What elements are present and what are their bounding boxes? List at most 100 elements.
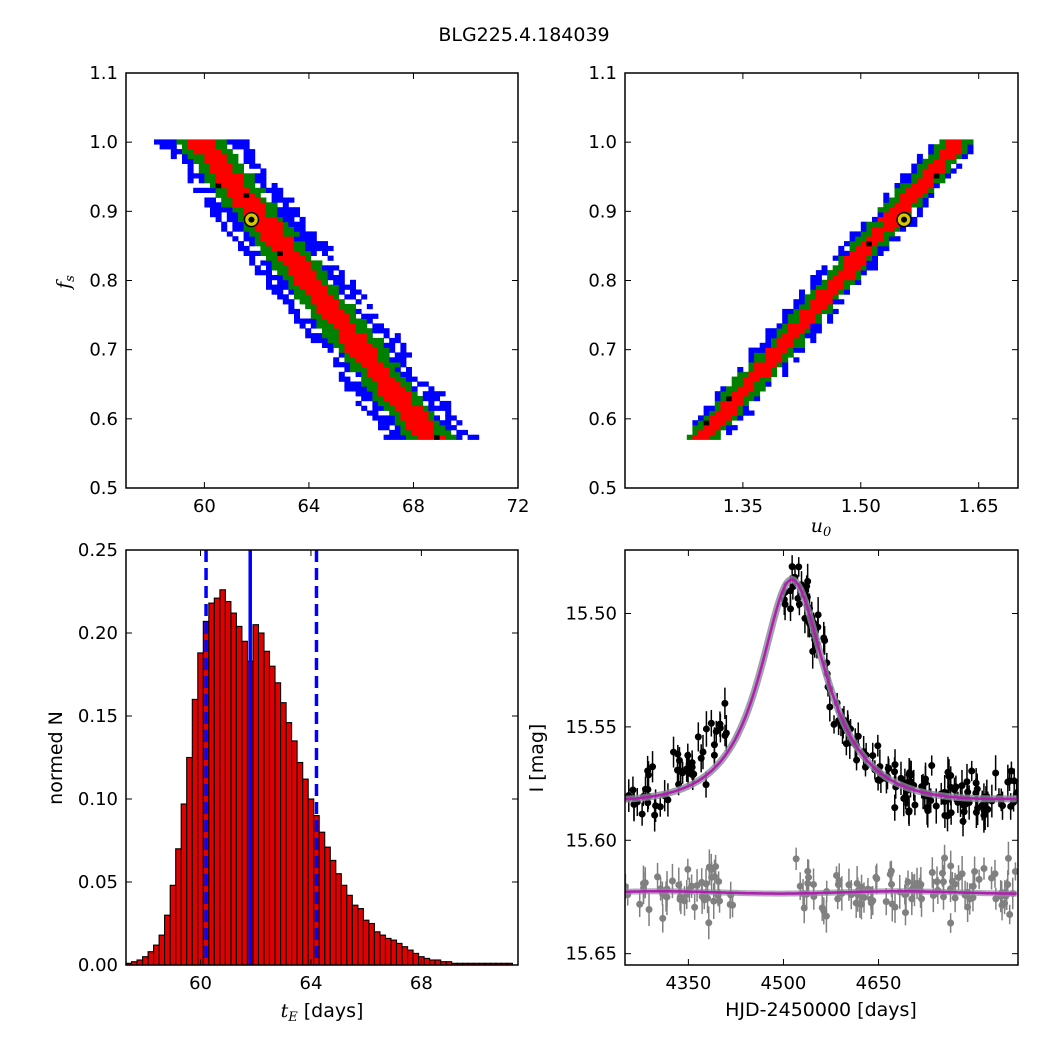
heatmap-cell xyxy=(378,425,384,431)
heatmap-cell xyxy=(378,347,384,353)
heatmap-cell xyxy=(333,318,340,324)
heatmap-cell xyxy=(467,434,474,440)
data-point xyxy=(641,785,649,793)
heatmap-cell xyxy=(316,318,323,324)
heatmap-cell xyxy=(771,371,777,377)
heatmap-cell xyxy=(299,236,306,242)
heatmap-cell xyxy=(838,289,845,295)
heatmap-cell xyxy=(305,284,312,290)
heatmap-cell xyxy=(422,410,429,416)
heatmap-cell xyxy=(950,158,957,164)
heatmap-cell xyxy=(361,386,368,392)
heatmap-cell xyxy=(698,429,704,436)
heatmap-cell xyxy=(742,410,749,416)
heatmap-cell xyxy=(389,376,396,382)
data-point xyxy=(1007,767,1015,775)
heatmap-cell xyxy=(361,357,368,363)
heatmap-cell xyxy=(294,279,300,285)
heatmap-cell xyxy=(310,250,317,256)
heatmap-cell xyxy=(344,304,351,310)
heatmap-cell xyxy=(922,178,929,184)
data-point xyxy=(809,647,817,655)
heatmap-cell xyxy=(221,202,228,208)
heatmap-cell xyxy=(366,333,373,339)
heatmap-cell xyxy=(703,429,710,436)
heatmap-cell xyxy=(221,221,228,227)
residual-point xyxy=(971,868,979,876)
heatmap-cell xyxy=(271,212,278,218)
heatmap-cell xyxy=(417,381,424,387)
heatmap-cell xyxy=(305,250,312,256)
heatmap-cell xyxy=(400,396,407,402)
heatmap-cell xyxy=(182,139,188,145)
heatmap-cell xyxy=(361,294,368,300)
heatmap-cell xyxy=(450,415,457,421)
heatmap-cell xyxy=(243,187,250,193)
heatmap-cell xyxy=(810,289,817,295)
heatmap-cell xyxy=(366,396,373,402)
residual-point xyxy=(659,914,667,922)
heatmap-cell xyxy=(288,299,295,305)
heatmap-cell xyxy=(305,294,312,300)
heatmap-cell xyxy=(366,357,373,363)
heatmap-cell xyxy=(933,163,940,169)
heatmap-cell xyxy=(226,139,233,145)
heatmap-cell xyxy=(389,415,396,421)
heatmap-cell xyxy=(232,158,239,164)
heatmap-cell xyxy=(950,153,957,160)
heatmap-cell xyxy=(737,415,744,421)
heatmap-cell xyxy=(198,144,205,150)
heatmap-cell xyxy=(439,434,446,440)
residual-point xyxy=(882,898,890,906)
heatmap-cell xyxy=(333,284,340,290)
heatmap-cell xyxy=(810,337,817,344)
heatmap-cell xyxy=(372,400,379,407)
heatmap-cell xyxy=(759,381,766,387)
heatmap-cell xyxy=(266,250,272,256)
heatmap-cell xyxy=(210,202,216,208)
heatmap-cell xyxy=(294,250,300,256)
heatmap-cell xyxy=(305,231,312,237)
heatmap-cell xyxy=(866,226,873,232)
heatmap-cell xyxy=(916,192,923,198)
heatmap-cell xyxy=(905,202,912,208)
data-point xyxy=(945,772,953,780)
heatmap-cell xyxy=(411,396,418,402)
heatmap-cell xyxy=(737,367,744,373)
heatmap-cell xyxy=(305,279,312,285)
heatmap-cell xyxy=(821,299,828,305)
heatmap-cell xyxy=(417,410,424,416)
heatmap-cell xyxy=(344,362,351,368)
residual-point xyxy=(810,880,818,888)
heatmap-cell xyxy=(905,183,912,189)
heatmap-cell xyxy=(366,391,373,397)
heatmap-cell xyxy=(344,337,351,344)
heatmap-cell xyxy=(389,342,396,348)
heatmap-cell xyxy=(260,173,267,179)
heatmap-cell xyxy=(366,328,373,334)
heatmap-cell xyxy=(394,420,401,426)
heatmap-cell xyxy=(905,197,912,203)
heatmap-cell xyxy=(338,376,345,382)
heatmap-cell xyxy=(327,270,334,276)
heatmap-cell xyxy=(911,183,918,189)
heatmap-cell xyxy=(266,226,272,232)
heatmap-cell xyxy=(799,333,805,339)
heatmap-cell xyxy=(310,308,317,315)
heatmap-cell xyxy=(333,299,340,305)
residual-point xyxy=(1006,911,1014,919)
heatmap-cell xyxy=(372,347,379,353)
heatmap-cell xyxy=(204,158,211,164)
heatmap-cell xyxy=(394,376,401,382)
heatmap-cell xyxy=(333,265,340,271)
heatmap-cell xyxy=(428,400,435,407)
heatmap-cell xyxy=(322,250,328,256)
heatmap-cell xyxy=(327,299,334,305)
heatmap-cell xyxy=(221,187,228,193)
heatmap-cell xyxy=(187,173,194,179)
data-point xyxy=(947,783,955,791)
heatmap-cell xyxy=(282,270,289,276)
residual-point xyxy=(835,877,843,885)
heatmap-cell xyxy=(765,376,772,382)
heatmap-cell xyxy=(400,405,407,411)
